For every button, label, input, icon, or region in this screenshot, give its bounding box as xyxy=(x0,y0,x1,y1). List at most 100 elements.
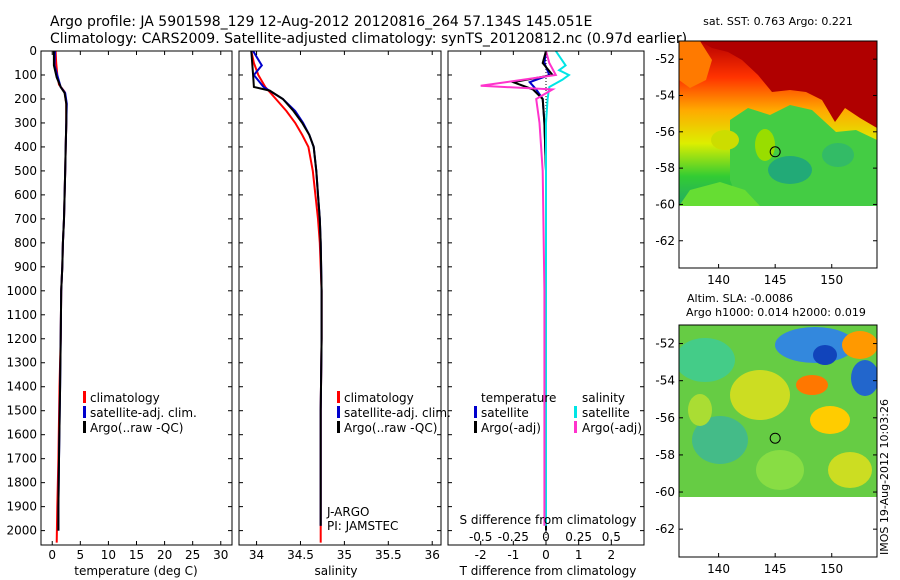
legend-swatch-climatology xyxy=(337,391,340,403)
y-tick-label: 1400 xyxy=(6,380,37,394)
map-y-tick-label: -60 xyxy=(655,485,675,499)
x-tick-label: 0 xyxy=(542,548,550,562)
sla-map-title: Altim. SLA: -0.0086 xyxy=(687,292,793,305)
salinity-xlabel: salinity xyxy=(314,564,357,578)
legend-label-climatology: climatology xyxy=(344,391,414,405)
y-tick-label: 1200 xyxy=(6,332,37,346)
legend-label-argo: Argo(..raw -QC) xyxy=(90,421,183,435)
x-tick-label: 36 xyxy=(425,548,440,562)
x-tick-label: 0 xyxy=(48,548,56,562)
legend-header-salinity: salinity xyxy=(582,391,625,405)
y-tick-label: 1600 xyxy=(6,428,37,442)
series-line-climatology xyxy=(250,50,323,543)
difference-xlabel-t: T difference from climatology xyxy=(459,564,637,578)
map-y-tick-label: -62 xyxy=(655,234,675,248)
map-x-tick-label: 145 xyxy=(764,562,787,576)
map-y-tick-label: -62 xyxy=(655,522,675,536)
map-x-tick-label: 150 xyxy=(820,273,843,287)
figure-title-line1: Argo profile: JA 5901598_129 12-Aug-2012… xyxy=(50,14,592,30)
legend-swatch-sal-argo xyxy=(574,421,577,433)
float-program-label: J-ARGO xyxy=(326,505,369,519)
y-tick-label: 400 xyxy=(14,140,37,154)
legend-label-sal-argo: Argo(-adj) xyxy=(582,421,642,435)
y-tick-label: 1000 xyxy=(6,284,37,298)
argo-position-marker xyxy=(769,432,781,444)
y-tick-label: 800 xyxy=(14,236,37,250)
legend-swatch-temp-argo xyxy=(474,421,477,433)
y-tick-label: 500 xyxy=(14,164,37,178)
sla-map-frame xyxy=(678,324,878,558)
float-pi-label: PI: JAMSTEC xyxy=(327,519,398,533)
y-tick-label: 2000 xyxy=(6,524,37,538)
x-tick-label-s: -0.5 xyxy=(469,530,492,544)
temperature-panel: 0 5 10 15 20 25 300100200300400500600700800900… xyxy=(6,44,233,578)
y-tick-label: 600 xyxy=(14,188,37,202)
x-tick-label-s: 0 xyxy=(542,530,550,544)
legend-swatch-sal-satellite xyxy=(574,406,577,418)
x-tick-label: 20 xyxy=(157,548,172,562)
x-tick-label: 35 xyxy=(337,548,352,562)
map-y-tick-label: -54 xyxy=(655,374,675,388)
legend-label-temp-satellite: satellite xyxy=(481,406,529,420)
map-x-tick-label: 145 xyxy=(764,273,787,287)
x-tick-label: 35.5 xyxy=(375,548,402,562)
x-tick-label: 25 xyxy=(185,548,200,562)
map-y-tick-label: -52 xyxy=(655,52,675,66)
sst-map-frame xyxy=(678,40,878,269)
x-tick-label: 5 xyxy=(77,548,85,562)
y-tick-label: 1700 xyxy=(6,452,37,466)
legend-swatch-climatology xyxy=(83,391,86,403)
x-tick-label: 30 xyxy=(213,548,228,562)
salinity-panel: 34 34.5 35 35.5 36 salinity climatology sate… xyxy=(238,50,451,578)
legend-swatch-satellite xyxy=(83,406,86,418)
argo-position-marker xyxy=(769,146,781,158)
legend-label-satellite: satellite-adj. clim. xyxy=(90,406,197,420)
x-tick-label: 2 xyxy=(608,548,616,562)
legend-label-satellite: satellite-adj. clim. xyxy=(344,406,451,420)
sst-map-title: sat. SST: 0.763 Argo: 0.221 xyxy=(703,15,853,28)
series-line-argo-adj- xyxy=(480,50,558,526)
legend-label-climatology: climatology xyxy=(90,391,160,405)
x-tick-label-s: 0.5 xyxy=(602,530,621,544)
imos-timestamp-stamp: IMOS 19-Aug-2012 10:03:26 xyxy=(878,399,891,555)
series-line-argo-raw-qc- xyxy=(52,51,68,531)
y-tick-label: 1500 xyxy=(6,404,37,418)
series-line-argo-raw-qc- xyxy=(250,50,323,526)
temperature-axes-frame xyxy=(40,50,233,546)
y-tick-label: 200 xyxy=(14,92,37,106)
legend-label-argo: Argo(..raw -QC) xyxy=(344,421,437,435)
legend-header-temperature: temperature xyxy=(481,391,556,405)
salinity-axes-frame xyxy=(238,50,442,546)
legend-swatch-argo xyxy=(83,421,86,433)
x-tick-label: 1 xyxy=(575,548,583,562)
x-tick-label-s: -0.25 xyxy=(498,530,529,544)
y-tick-label: 300 xyxy=(14,116,37,130)
map-x-tick-label: 140 xyxy=(707,273,730,287)
y-tick-label: 1300 xyxy=(6,356,37,370)
sla-map-subtitle: Argo h1000: 0.014 h2000: 0.019 xyxy=(686,306,866,319)
y-tick-label: 900 xyxy=(14,260,37,274)
x-tick-label: -1 xyxy=(507,548,519,562)
map-x-tick-label: 150 xyxy=(820,562,843,576)
x-tick-label-s: 0.25 xyxy=(565,530,592,544)
figure-title-line2: Climatology: CARS2009. Satellite-adjuste… xyxy=(50,31,687,47)
map-x-tick-label: 140 xyxy=(707,562,730,576)
y-tick-label: 100 xyxy=(14,68,37,82)
sla-map-field xyxy=(679,325,877,497)
x-tick-label: 34 xyxy=(249,548,264,562)
y-tick-label: 0 xyxy=(29,44,37,58)
sla-map-panel: Altim. SLA: -0.0086 Argo h1000: 0.014 h2… xyxy=(655,292,878,576)
map-y-tick-label: -58 xyxy=(655,448,675,462)
y-tick-label: 1800 xyxy=(6,476,37,490)
x-tick-label: 10 xyxy=(101,548,116,562)
sst-map-panel: sat. SST: 0.763 Argo: 0.221 140 145 150 -52… xyxy=(655,15,878,287)
series-line-satellite xyxy=(545,50,571,526)
series-line-satellite-adj-clim- xyxy=(252,50,323,526)
map-y-tick-label: -56 xyxy=(655,125,675,139)
difference-legend: temperature salinity satellite Argo(-adj… xyxy=(474,391,642,435)
map-y-tick-label: -52 xyxy=(655,337,675,351)
difference-xlabel-s: S difference from climatology xyxy=(460,513,637,527)
y-tick-label: 700 xyxy=(14,212,37,226)
map-y-tick-label: -56 xyxy=(655,411,675,425)
